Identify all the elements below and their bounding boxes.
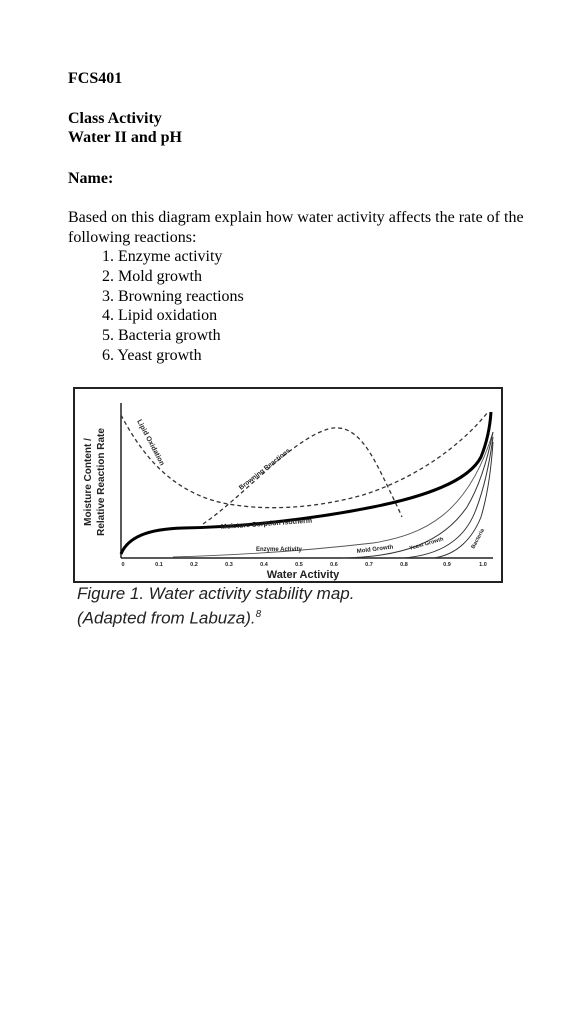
mold-growth-curve xyxy=(342,431,494,559)
x-tick-label: 0.5 xyxy=(295,562,303,568)
x-tick-label: 0.8 xyxy=(400,562,408,568)
instructions-text: Based on this diagram explain how water … xyxy=(68,209,524,246)
list-item: 3. Browning reactions xyxy=(102,287,244,305)
x-tick-label: 0.2 xyxy=(190,562,198,568)
yeast-growth-curve xyxy=(402,436,494,559)
stability-map-diagram: Moisture Content / Relative Reaction Rat… xyxy=(73,387,503,583)
list-item: 2. Mold growth xyxy=(102,267,202,285)
name-label: Name: xyxy=(68,170,114,187)
x-axis-label: Water Activity xyxy=(267,569,340,581)
figure-frame xyxy=(73,387,503,583)
caption-line-2: (Adapted from Labuza).8 xyxy=(77,604,517,629)
caption-line-1: Figure 1. Water activity stability map. xyxy=(77,584,355,603)
figure-caption: Figure 1. Water activity stability map. … xyxy=(77,583,517,629)
browning-reactions-curve xyxy=(202,427,403,525)
y-axis-label-line-1: Moisture Content / xyxy=(83,438,94,526)
x-tick-label: 0.7 xyxy=(365,562,373,568)
activity-title-line-1: Class Activity xyxy=(68,110,162,127)
y-axis-label-line-2: Relative Reaction Rate xyxy=(96,428,107,536)
enzyme-activity-label: Enzyme Activity xyxy=(256,547,302,553)
x-tick-label: 0.3 xyxy=(225,562,233,568)
x-tick-label: 1.0 xyxy=(479,562,487,568)
activity-title-line-2: Water II and pH xyxy=(68,129,182,146)
reaction-list: 1. Enzyme activity 2. Mold growth 3. Bro… xyxy=(68,247,528,366)
x-tick-labels: 0 0.1 0.2 0.3 0.4 0.5 0.6 0.7 0.8 0.9 1.… xyxy=(121,562,486,568)
moisture-sorption-isotherm-curve xyxy=(119,411,493,555)
x-tick-label: 0.9 xyxy=(443,562,451,568)
water-activity-stability-map: Moisture Content / Relative Reaction Rat… xyxy=(73,387,503,583)
mold-growth-label: Mold Growth xyxy=(357,545,394,555)
x-tick-label: 0 xyxy=(121,562,124,568)
bacteria-growth-curve xyxy=(432,441,494,559)
caption-reference-number: 8 xyxy=(255,609,262,620)
list-item: 5. Bacteria growth xyxy=(102,327,221,345)
list-item: 6. Yeast growth xyxy=(102,346,202,364)
activity-title: Class Activity Water II and pH xyxy=(68,109,182,147)
instructions: Based on this diagram explain how water … xyxy=(68,208,528,366)
lipid-oxidation-curve xyxy=(120,411,489,509)
enzyme-activity-curve xyxy=(172,431,494,558)
list-item: 1. Enzyme activity xyxy=(102,248,223,265)
course-code: FCS401 xyxy=(68,70,123,87)
x-tick-label: 0.1 xyxy=(155,562,163,568)
caption-line-2-text: (Adapted from Labuza). xyxy=(77,608,256,628)
x-tick-label: 0.4 xyxy=(260,562,269,568)
list-item: 4. Lipid oxidation xyxy=(102,307,218,325)
x-tick-label: 0.6 xyxy=(330,562,338,568)
